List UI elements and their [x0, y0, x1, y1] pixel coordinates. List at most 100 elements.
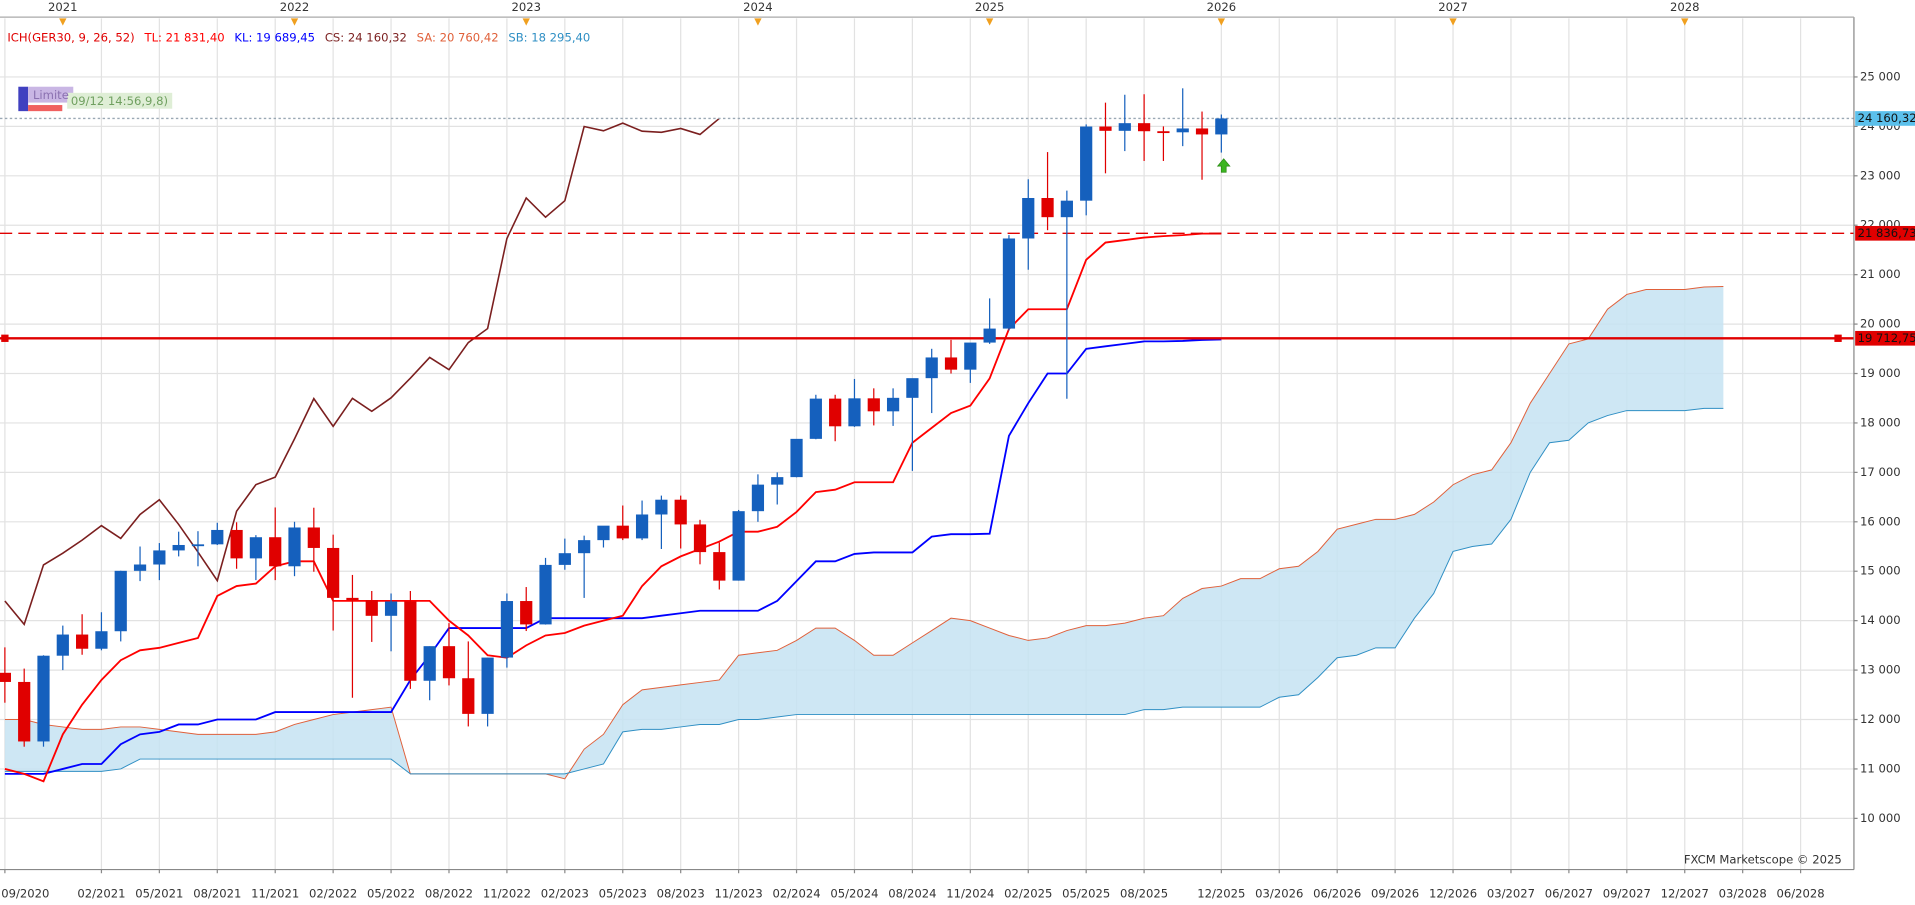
year-tick [985, 18, 994, 26]
limit-box [28, 86, 74, 103]
x-tick-label: 08/2025 [1120, 887, 1168, 901]
x-tick-label: 06/2026 [1313, 887, 1361, 901]
x-tick-label: 05/2021 [135, 887, 183, 901]
limit-label: Limite [33, 88, 69, 102]
y-tick-label: 20 000 [1860, 317, 1901, 331]
year-tick-label: 2026 [1207, 0, 1237, 14]
year-tick-label: 2027 [1438, 0, 1468, 14]
candle-body [18, 681, 31, 742]
candle-body [500, 601, 514, 658]
legend-entry: CS: 24 160,32 [325, 30, 407, 44]
year-tick-label: 2023 [511, 0, 541, 14]
candle-body [829, 398, 842, 427]
candle-body [558, 553, 571, 565]
candle-body [1022, 197, 1035, 239]
x-tick-label: 05/2024 [830, 887, 878, 901]
year-tick [1681, 18, 1689, 26]
candles [0, 88, 1228, 747]
x-tick-label: 08/2023 [657, 887, 705, 901]
candle-body [0, 672, 11, 682]
y-tick-label: 14 000 [1860, 613, 1901, 627]
year-tick [59, 18, 67, 26]
timestamp-box [67, 92, 173, 109]
candle-body [172, 544, 185, 551]
x-tick-label: 08/2022 [425, 887, 473, 901]
candle-body [1060, 200, 1073, 218]
candle-body [442, 646, 456, 679]
x-tick-label: 05/2025 [1062, 887, 1110, 901]
ichimoku-cloud [4, 286, 1724, 779]
x-tick-label: 12/2026 [1429, 887, 1477, 901]
x-tick-label: 11/2021 [251, 887, 299, 901]
candle-body [1002, 238, 1016, 329]
y-tick-label: 12 000 [1860, 712, 1901, 726]
candle-body [809, 398, 822, 439]
year-tick-label: 2024 [743, 0, 773, 14]
candle-body [944, 357, 958, 370]
indicator-line [4, 232, 1222, 783]
x-tick-label: 06/2028 [1777, 887, 1825, 901]
candle-body [1195, 128, 1209, 135]
x-tick-label: 11/2024 [946, 887, 994, 901]
candle-body [481, 657, 494, 714]
candle-body [288, 527, 301, 567]
price-line-handle [1834, 334, 1842, 342]
candle-body [1215, 118, 1228, 135]
candle-body [76, 634, 89, 649]
candle-body [520, 601, 533, 625]
price-tag-label: 19 712,75 [1858, 331, 1915, 345]
candle-body [404, 601, 417, 681]
price-tag [1855, 330, 1915, 346]
price-tag [1855, 225, 1915, 241]
candle-body [153, 550, 166, 565]
limit-marker [18, 86, 29, 112]
candle-body [771, 477, 784, 485]
candle-body [693, 524, 707, 553]
candle-body [307, 527, 320, 548]
candle-body [37, 655, 50, 742]
candle-body [230, 529, 243, 559]
candle-body [211, 529, 224, 545]
x-tick-label: 03/2027 [1487, 887, 1535, 901]
candle-body [539, 564, 552, 625]
y-tick-label: 15 000 [1860, 564, 1901, 578]
candle-body [56, 634, 69, 656]
indicator-line [4, 117, 720, 627]
year-tick [522, 18, 530, 26]
legend-entry: SB: 18 295,40 [508, 30, 590, 44]
candle-body [114, 570, 127, 632]
x-tick-label: 09/2020 [1, 887, 49, 901]
y-tick-label: 17 000 [1860, 465, 1901, 479]
limit-annotation: Limite 09/12 14:56,9,8) [18, 86, 173, 112]
x-tick-label: 12/2025 [1197, 887, 1245, 901]
price-tag [1855, 111, 1915, 126]
year-tick [290, 18, 299, 26]
year-tick [754, 18, 762, 26]
indicator-legend: ICH(GER30, 9, 26, 52) TL: 21 831,40 KL: 1… [7, 30, 590, 44]
candle-body [1041, 197, 1054, 218]
x-tick-label: 02/2021 [77, 887, 125, 901]
x-tick-label: 11/2023 [715, 887, 763, 901]
candle-body [964, 342, 977, 370]
price-lines [0, 117, 1854, 342]
candle-body [1080, 126, 1093, 201]
cloud-area [4, 286, 1724, 779]
x-tick-label: 08/2021 [193, 887, 241, 901]
candle-body [983, 328, 996, 343]
year-tick-label: 2022 [280, 0, 310, 14]
y-tick-label: 18 000 [1860, 415, 1901, 429]
candle-body [655, 499, 668, 515]
candle-body [1099, 126, 1112, 131]
candle-body [713, 552, 726, 581]
signal-arrow [1216, 158, 1231, 173]
y-tick-label: 10 000 [1860, 811, 1901, 825]
year-tick-label: 2028 [1670, 0, 1700, 14]
x-tick-label: 05/2022 [367, 887, 415, 901]
candle-body [1137, 123, 1151, 132]
candle-body [249, 537, 263, 559]
y-tick-label: 25 000 [1860, 69, 1901, 83]
y-tick-label: 16 000 [1860, 514, 1901, 528]
indicator-title: ICH(GER30, 9, 26, 52) [7, 30, 134, 44]
candle-body [597, 525, 610, 541]
candle-body [365, 600, 378, 616]
